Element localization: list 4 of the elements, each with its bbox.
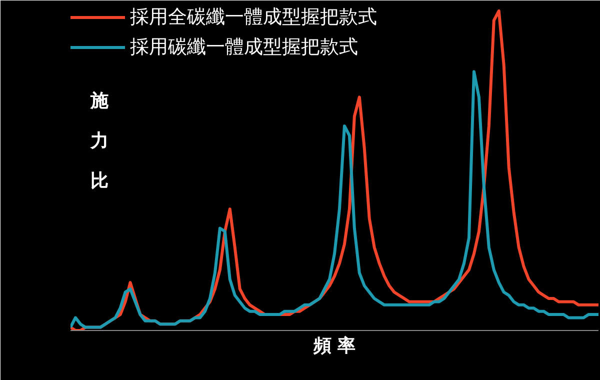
legend-label: 採用碳纖一體成型握把款式: [130, 35, 358, 60]
legend-label: 採用全碳纖一體成型握把款式: [130, 5, 377, 30]
x-axis-title: 頻 率: [312, 336, 356, 356]
y-axis-title: 施力比: [90, 90, 108, 192]
